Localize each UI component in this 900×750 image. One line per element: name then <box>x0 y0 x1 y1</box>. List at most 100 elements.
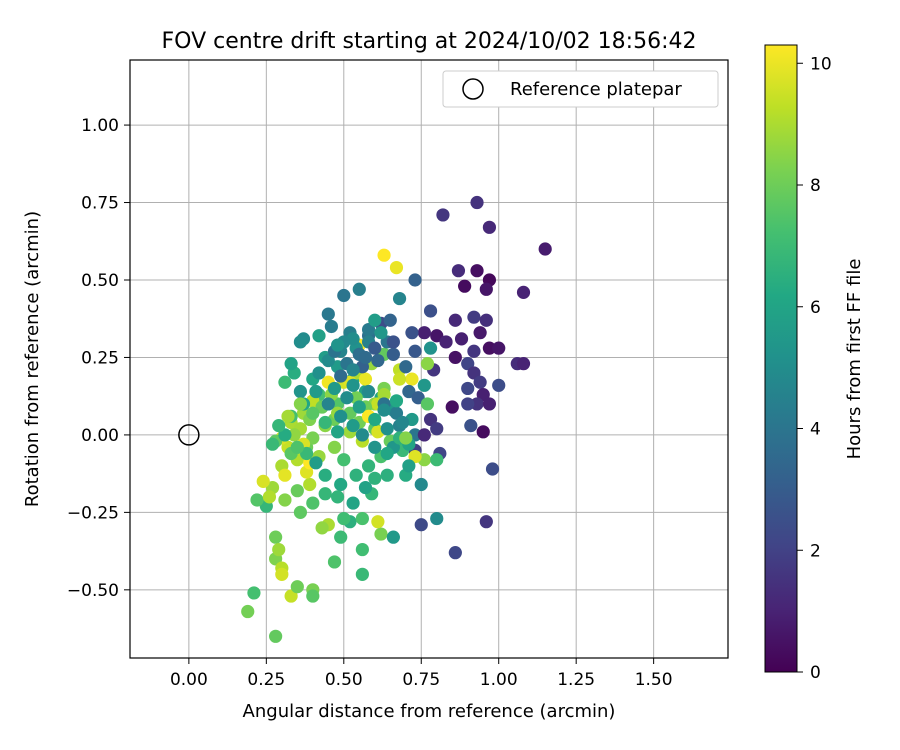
data-point <box>448 546 462 560</box>
data-point <box>275 567 289 581</box>
chart-title: FOV centre drift starting at 2024/10/02 … <box>162 29 697 54</box>
data-point <box>352 400 366 414</box>
colorbar-tick-label: 0 <box>810 663 821 683</box>
colorbar: 0 2 4 6 8 10 Hours from first FF file <box>764 44 865 683</box>
data-point <box>355 511 369 526</box>
data-point <box>408 273 422 287</box>
data-point <box>482 220 497 234</box>
data-point <box>454 332 469 346</box>
data-point <box>492 378 506 392</box>
data-point <box>430 453 444 467</box>
y-tick-label: 0.75 <box>81 194 119 214</box>
data-points <box>241 195 552 643</box>
data-point <box>458 279 472 293</box>
data-point <box>327 555 342 569</box>
colorbar-tick-label: 2 <box>810 541 821 561</box>
data-point <box>361 459 376 473</box>
data-point <box>368 341 382 355</box>
data-point <box>485 462 500 476</box>
data-point <box>389 260 404 275</box>
data-point <box>467 344 481 358</box>
data-point <box>256 474 270 488</box>
data-point <box>461 381 475 396</box>
data-point <box>467 310 481 324</box>
data-point <box>448 350 462 365</box>
legend-label: Reference platepar <box>510 79 682 100</box>
data-point <box>386 347 400 361</box>
data-point <box>374 326 388 340</box>
data-point <box>281 409 295 423</box>
x-axis: 0.00 0.25 0.50 0.75 1.00 1.25 1.50 <box>170 658 673 690</box>
data-point <box>414 518 428 532</box>
data-point <box>479 282 493 296</box>
data-point <box>470 195 484 210</box>
data-point <box>392 291 407 306</box>
data-point <box>399 360 413 374</box>
data-point <box>290 484 304 498</box>
data-point <box>430 511 444 526</box>
data-point <box>417 378 431 392</box>
data-point <box>538 242 552 256</box>
data-point <box>461 397 475 411</box>
data-point <box>241 604 255 619</box>
data-point <box>309 456 323 470</box>
data-point <box>269 530 283 544</box>
data-point <box>334 477 348 492</box>
data-point <box>386 335 400 349</box>
data-point <box>420 397 435 411</box>
data-point <box>516 285 531 299</box>
data-point <box>368 412 382 427</box>
data-point <box>293 384 308 399</box>
data-point <box>405 372 419 386</box>
data-point <box>420 357 435 371</box>
data-point <box>346 419 360 433</box>
data-point <box>337 453 351 467</box>
data-point <box>306 589 320 603</box>
data-point <box>358 372 373 386</box>
y-tick-label: 0.00 <box>81 426 119 446</box>
legend: Reference platepar <box>442 70 719 108</box>
data-point <box>423 341 438 355</box>
data-point <box>293 335 308 349</box>
colorbar-ticks: 0 2 4 6 8 10 <box>797 54 832 683</box>
data-point <box>321 353 335 368</box>
data-point <box>368 471 382 485</box>
data-point <box>349 468 363 482</box>
data-point <box>439 335 453 349</box>
data-point <box>516 357 531 371</box>
data-point <box>461 357 475 371</box>
data-point <box>448 313 462 327</box>
data-point <box>272 542 286 557</box>
data-point <box>278 493 292 507</box>
data-point <box>470 397 484 411</box>
y-tick-label: −0.25 <box>67 503 119 523</box>
colorbar-tick-label: 4 <box>810 420 821 440</box>
data-point <box>423 412 438 427</box>
data-point <box>278 468 292 482</box>
data-point <box>445 400 459 414</box>
data-point <box>315 521 329 535</box>
x-axis-label: Angular distance from reference (arcmin) <box>243 701 616 722</box>
x-tick-label: 0.25 <box>247 670 285 690</box>
data-point <box>386 530 400 544</box>
x-tick-label: 1.50 <box>635 670 673 690</box>
data-point <box>330 425 345 439</box>
data-point <box>464 419 478 433</box>
data-point <box>327 440 342 454</box>
data-point <box>321 397 335 411</box>
data-point <box>284 357 298 371</box>
data-point <box>368 313 382 327</box>
data-point <box>377 403 391 417</box>
data-point <box>284 589 298 603</box>
data-point <box>389 406 404 420</box>
data-point <box>470 264 484 278</box>
y-axis: −0.50 −0.25 0.00 0.25 0.50 0.75 1.00 <box>67 116 130 601</box>
data-point <box>318 415 332 430</box>
data-point <box>321 307 335 321</box>
data-point <box>312 366 326 380</box>
data-point <box>423 304 438 318</box>
colorbar-gradient <box>764 44 798 673</box>
data-point <box>358 350 373 365</box>
data-point <box>247 586 261 600</box>
data-point <box>436 208 450 222</box>
